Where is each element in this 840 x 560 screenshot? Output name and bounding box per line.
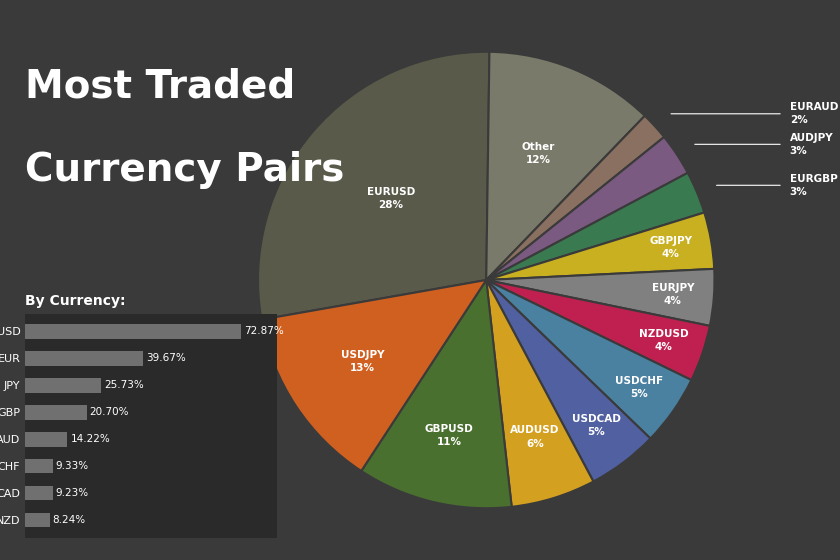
Text: USDCAD
5%: USDCAD 5% bbox=[572, 414, 621, 437]
Text: 14.22%: 14.22% bbox=[71, 434, 110, 444]
Text: USDCHF
5%: USDCHF 5% bbox=[616, 376, 664, 399]
Bar bbox=[25, 351, 143, 366]
Bar bbox=[25, 459, 53, 473]
Text: NZDUSD
4%: NZDUSD 4% bbox=[638, 329, 688, 352]
Wedge shape bbox=[486, 116, 664, 280]
Wedge shape bbox=[486, 137, 688, 280]
Bar bbox=[25, 512, 50, 528]
Wedge shape bbox=[486, 280, 710, 380]
Bar bbox=[25, 378, 102, 393]
Text: 20.70%: 20.70% bbox=[90, 407, 129, 417]
Wedge shape bbox=[486, 269, 715, 326]
Text: 25.73%: 25.73% bbox=[104, 380, 144, 390]
Wedge shape bbox=[486, 52, 645, 280]
Wedge shape bbox=[486, 280, 691, 438]
Wedge shape bbox=[258, 52, 490, 320]
Wedge shape bbox=[486, 212, 714, 280]
Text: EURUSD
28%: EURUSD 28% bbox=[366, 187, 415, 210]
Text: 9.33%: 9.33% bbox=[55, 461, 89, 471]
Text: Other
12%: Other 12% bbox=[522, 142, 555, 165]
Wedge shape bbox=[361, 280, 512, 508]
Wedge shape bbox=[261, 280, 486, 471]
Text: By Currency:: By Currency: bbox=[25, 294, 126, 308]
Bar bbox=[25, 324, 241, 339]
Text: 8.24%: 8.24% bbox=[53, 515, 86, 525]
Wedge shape bbox=[486, 280, 650, 482]
Bar bbox=[25, 486, 53, 501]
Text: EURGBP
3%: EURGBP 3% bbox=[790, 174, 837, 197]
Bar bbox=[25, 432, 67, 446]
Text: 72.87%: 72.87% bbox=[244, 326, 284, 336]
Text: 39.67%: 39.67% bbox=[146, 353, 186, 363]
Text: 9.23%: 9.23% bbox=[55, 488, 89, 498]
Text: Currency Pairs: Currency Pairs bbox=[25, 151, 344, 189]
Wedge shape bbox=[486, 173, 704, 280]
Text: EURJPY
4%: EURJPY 4% bbox=[652, 283, 694, 306]
Bar bbox=[25, 405, 87, 419]
Text: GBPUSD
11%: GBPUSD 11% bbox=[425, 424, 474, 447]
Text: AUDUSD
6%: AUDUSD 6% bbox=[510, 426, 559, 449]
Wedge shape bbox=[486, 280, 593, 507]
Text: AUDJPY
3%: AUDJPY 3% bbox=[790, 133, 833, 156]
Text: USDJPY
13%: USDJPY 13% bbox=[341, 350, 384, 374]
Text: EURAUD
2%: EURAUD 2% bbox=[790, 102, 838, 125]
Text: GBPJPY
4%: GBPJPY 4% bbox=[649, 236, 692, 259]
Text: Most Traded: Most Traded bbox=[25, 67, 296, 105]
